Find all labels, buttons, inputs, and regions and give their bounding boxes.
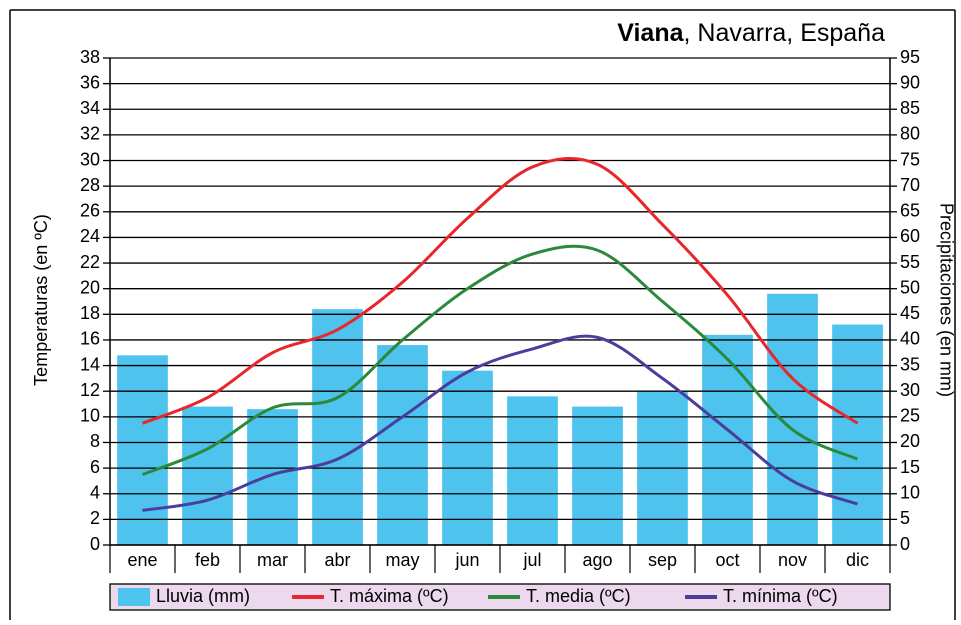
- y-tick-label: 20: [80, 277, 100, 297]
- bar: [247, 409, 298, 545]
- bar: [182, 406, 233, 545]
- y-tick-label: 38: [80, 47, 100, 67]
- y-tick-label: 10: [80, 406, 100, 426]
- y2-tick-label: 35: [900, 354, 920, 374]
- y2-tick-label: 95: [900, 47, 920, 67]
- legend-swatch: [118, 588, 150, 606]
- y-tick-label: 24: [80, 226, 100, 246]
- y2-tick-label: 80: [900, 124, 920, 144]
- x-tick-label: sep: [648, 550, 677, 570]
- legend-label: T. mínima (ºC): [723, 586, 838, 606]
- y2-tick-label: 0: [900, 534, 910, 554]
- y-tick-label: 6: [90, 457, 100, 477]
- legend: Lluvia (mm) T. máxima (ºC) T. media (ºC) T.…: [109, 583, 891, 611]
- y-tick-label: 16: [80, 329, 100, 349]
- x-tick-label: jul: [522, 550, 541, 570]
- line: [141, 157, 859, 425]
- y-tick-label: 4: [90, 482, 100, 502]
- y2-tick-label: 25: [900, 406, 920, 426]
- y2-tick-label: 50: [900, 277, 920, 297]
- y-tick-label: 14: [80, 354, 100, 374]
- bar: [767, 293, 818, 545]
- bar: [702, 334, 753, 545]
- y-tick-label: 12: [80, 380, 100, 400]
- y2-tick-label: 15: [900, 457, 920, 477]
- y-tick-label: 32: [80, 124, 100, 144]
- x-tick-label: oct: [715, 550, 739, 570]
- x-tick-label: dic: [846, 550, 869, 570]
- title-bold: Viana: [617, 19, 684, 47]
- y2-tick-label: 5: [900, 508, 910, 528]
- y2-tick-label: 10: [900, 482, 920, 502]
- x-tick-label: may: [385, 550, 419, 570]
- y2-tick-label: 40: [900, 329, 920, 349]
- y2-axis-label: Precipitaciones (en mm): [936, 203, 956, 397]
- y2-tick-label: 75: [900, 149, 920, 169]
- bar: [572, 406, 623, 545]
- bar: [507, 396, 558, 545]
- title-rest: , Navarra, España: [684, 19, 886, 47]
- y-tick-label: 0: [90, 534, 100, 554]
- y-tick-label: 2: [90, 508, 100, 528]
- chart-title: Viana, Navarra, España: [617, 19, 885, 47]
- legend-label: T. máxima (ºC): [330, 586, 449, 606]
- y-tick-label: 18: [80, 303, 100, 323]
- y2-tick-label: 60: [900, 226, 920, 246]
- legend-label: Lluvia (mm): [156, 586, 250, 606]
- y2-tick-label: 65: [900, 201, 920, 221]
- y2-tick-label: 45: [900, 303, 920, 323]
- y-tick-label: 22: [80, 252, 100, 272]
- bar: [442, 370, 493, 545]
- y-tick-label: 8: [90, 431, 100, 451]
- y2-tick-label: 90: [900, 72, 920, 92]
- y-tick-label: 30: [80, 149, 100, 169]
- y-tick-label: 34: [80, 98, 100, 118]
- legend-box: [109, 583, 891, 611]
- x-tick-label: ago: [582, 550, 612, 570]
- line: [141, 244, 859, 476]
- x-tick-label: feb: [195, 550, 220, 570]
- legend-label: T. media (ºC): [526, 586, 631, 606]
- y-axis-label: Temperaturas (en ºC): [31, 214, 51, 386]
- bar: [117, 355, 168, 545]
- y-tick-label: 36: [80, 72, 100, 92]
- x-tick-label: mar: [257, 550, 288, 570]
- y-tick-label: 28: [80, 175, 100, 195]
- x-tick-label: jun: [454, 550, 479, 570]
- x-tick-label: nov: [778, 550, 807, 570]
- bar: [377, 345, 428, 545]
- y2-tick-label: 85: [900, 98, 920, 118]
- y2-tick-label: 20: [900, 431, 920, 451]
- x-tick-label: abr: [324, 550, 350, 570]
- y2-tick-label: 55: [900, 252, 920, 272]
- y-tick-label: 26: [80, 201, 100, 221]
- bar: [832, 324, 883, 545]
- x-tick-label: ene: [127, 550, 157, 570]
- y2-tick-label: 70: [900, 175, 920, 195]
- y2-tick-label: 30: [900, 380, 920, 400]
- line: [142, 334, 859, 512]
- bar: [312, 309, 363, 545]
